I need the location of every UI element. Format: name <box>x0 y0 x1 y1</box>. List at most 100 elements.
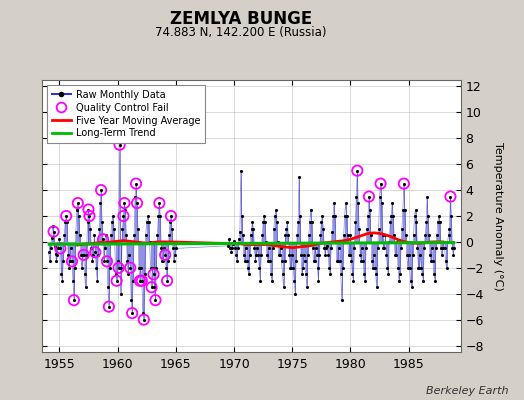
Point <box>399 206 407 213</box>
Point <box>300 252 308 258</box>
Point <box>376 180 385 187</box>
Point <box>343 232 352 239</box>
Point <box>85 213 94 219</box>
Point <box>56 245 64 252</box>
Point <box>350 245 358 252</box>
Point <box>434 213 443 219</box>
Point <box>102 232 110 239</box>
Point <box>328 228 336 235</box>
Point <box>319 226 328 232</box>
Point <box>250 245 259 252</box>
Point <box>155 200 163 206</box>
Point <box>444 232 453 239</box>
Point <box>167 213 175 219</box>
Point <box>151 297 160 303</box>
Point <box>244 265 252 271</box>
Point <box>115 142 124 148</box>
Point <box>400 180 408 187</box>
Point <box>144 213 152 219</box>
Point <box>54 245 62 252</box>
Point <box>401 206 409 213</box>
Point <box>99 236 107 242</box>
Point <box>301 258 309 264</box>
Point <box>274 239 282 245</box>
Point <box>88 258 96 264</box>
Point <box>74 213 83 219</box>
Point <box>117 265 126 271</box>
Point <box>392 252 400 258</box>
Point <box>316 232 324 239</box>
Point <box>354 200 363 206</box>
Point <box>416 252 424 258</box>
Point <box>146 265 155 271</box>
Point <box>119 213 128 219</box>
Point <box>135 265 143 271</box>
Point <box>141 232 150 239</box>
Point <box>337 297 346 303</box>
Point <box>325 265 333 271</box>
Point <box>370 265 379 271</box>
Point <box>98 219 106 226</box>
Point <box>436 245 445 252</box>
Point <box>302 271 310 278</box>
Point <box>248 219 257 226</box>
Point <box>373 284 381 290</box>
Point <box>108 213 117 219</box>
Point <box>106 265 114 271</box>
Point <box>72 228 80 235</box>
Point <box>138 278 146 284</box>
Point <box>239 252 248 258</box>
Point <box>287 265 296 271</box>
Point <box>447 213 455 219</box>
Point <box>446 193 455 200</box>
Point <box>166 219 174 226</box>
Point <box>440 239 448 245</box>
Point <box>97 187 105 193</box>
Point <box>308 219 316 226</box>
Point <box>449 252 457 258</box>
Point <box>342 213 351 219</box>
Point <box>265 245 273 252</box>
Point <box>124 271 133 278</box>
Point <box>122 232 130 239</box>
Point <box>131 193 139 200</box>
Point <box>81 284 90 290</box>
Point <box>234 245 242 252</box>
Point <box>445 226 454 232</box>
Point <box>270 226 278 232</box>
Point <box>331 213 339 219</box>
Point <box>412 219 421 226</box>
Point <box>342 200 350 206</box>
Point <box>230 238 238 244</box>
Point <box>48 223 57 230</box>
Point <box>161 252 169 258</box>
Point <box>134 226 142 232</box>
Point <box>321 252 330 258</box>
Point <box>103 258 111 264</box>
Point <box>130 232 138 239</box>
Legend: Raw Monthly Data, Quality Control Fail, Five Year Moving Average, Long-Term Tren: Raw Monthly Data, Quality Control Fail, … <box>47 85 205 143</box>
Point <box>48 235 56 241</box>
Point <box>315 252 324 258</box>
Point <box>395 278 403 284</box>
Point <box>310 258 319 264</box>
Point <box>262 239 270 245</box>
Point <box>267 271 275 278</box>
Point <box>243 258 251 264</box>
Point <box>432 245 440 252</box>
Point <box>168 226 176 232</box>
Point <box>322 245 331 252</box>
Point <box>339 265 347 271</box>
Point <box>59 258 68 264</box>
Point <box>123 258 132 264</box>
Point <box>87 245 95 252</box>
Point <box>429 258 437 264</box>
Point <box>113 278 121 284</box>
Point <box>62 213 70 219</box>
Point <box>418 271 427 278</box>
Point <box>327 245 335 252</box>
Point <box>442 265 451 271</box>
Point <box>74 200 82 206</box>
Point <box>143 219 151 226</box>
Point <box>396 271 404 278</box>
